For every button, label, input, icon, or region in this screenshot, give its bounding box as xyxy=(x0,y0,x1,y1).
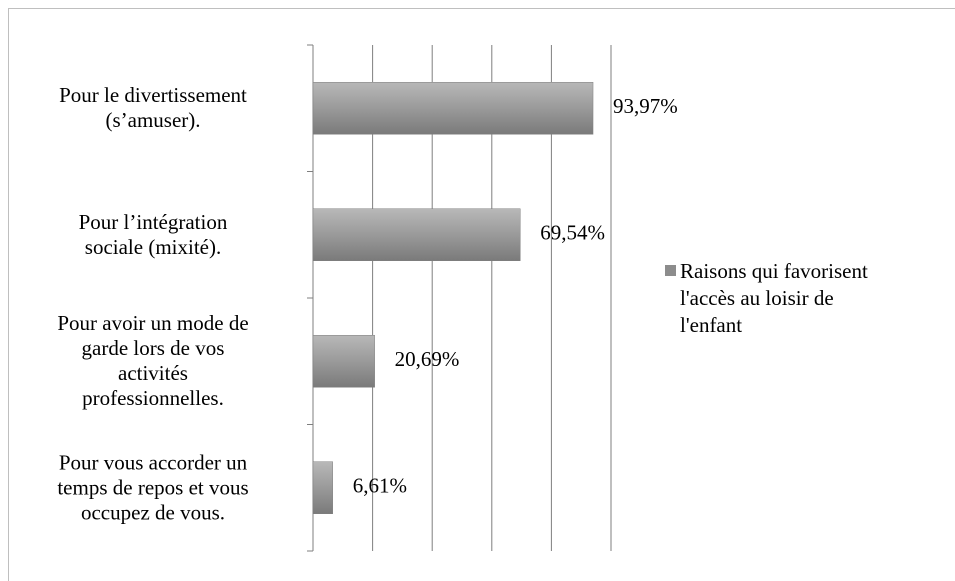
bar xyxy=(312,208,521,261)
value-label: 93,97% xyxy=(613,94,678,118)
y-tick-label: Pour le divertissement (s’amuser). xyxy=(59,83,247,133)
value-label: 69,54% xyxy=(540,221,605,245)
y-tick-label: Pour vous accorder un temps de repos et … xyxy=(57,450,249,525)
frame xyxy=(8,8,955,581)
value-label: 20,69% xyxy=(395,347,460,371)
legend-swatch xyxy=(665,265,676,276)
bar xyxy=(312,461,333,514)
y-tick-label: Pour l’intégration sociale (mixité). xyxy=(78,209,228,259)
bar xyxy=(312,82,594,135)
value-label: 6,61% xyxy=(353,474,407,498)
bar xyxy=(312,335,375,388)
y-tick-label: Pour avoir un mode de garde lors de vos … xyxy=(57,311,249,411)
legend-label: Raisons qui favorisent l'accès au loisir… xyxy=(680,259,868,337)
